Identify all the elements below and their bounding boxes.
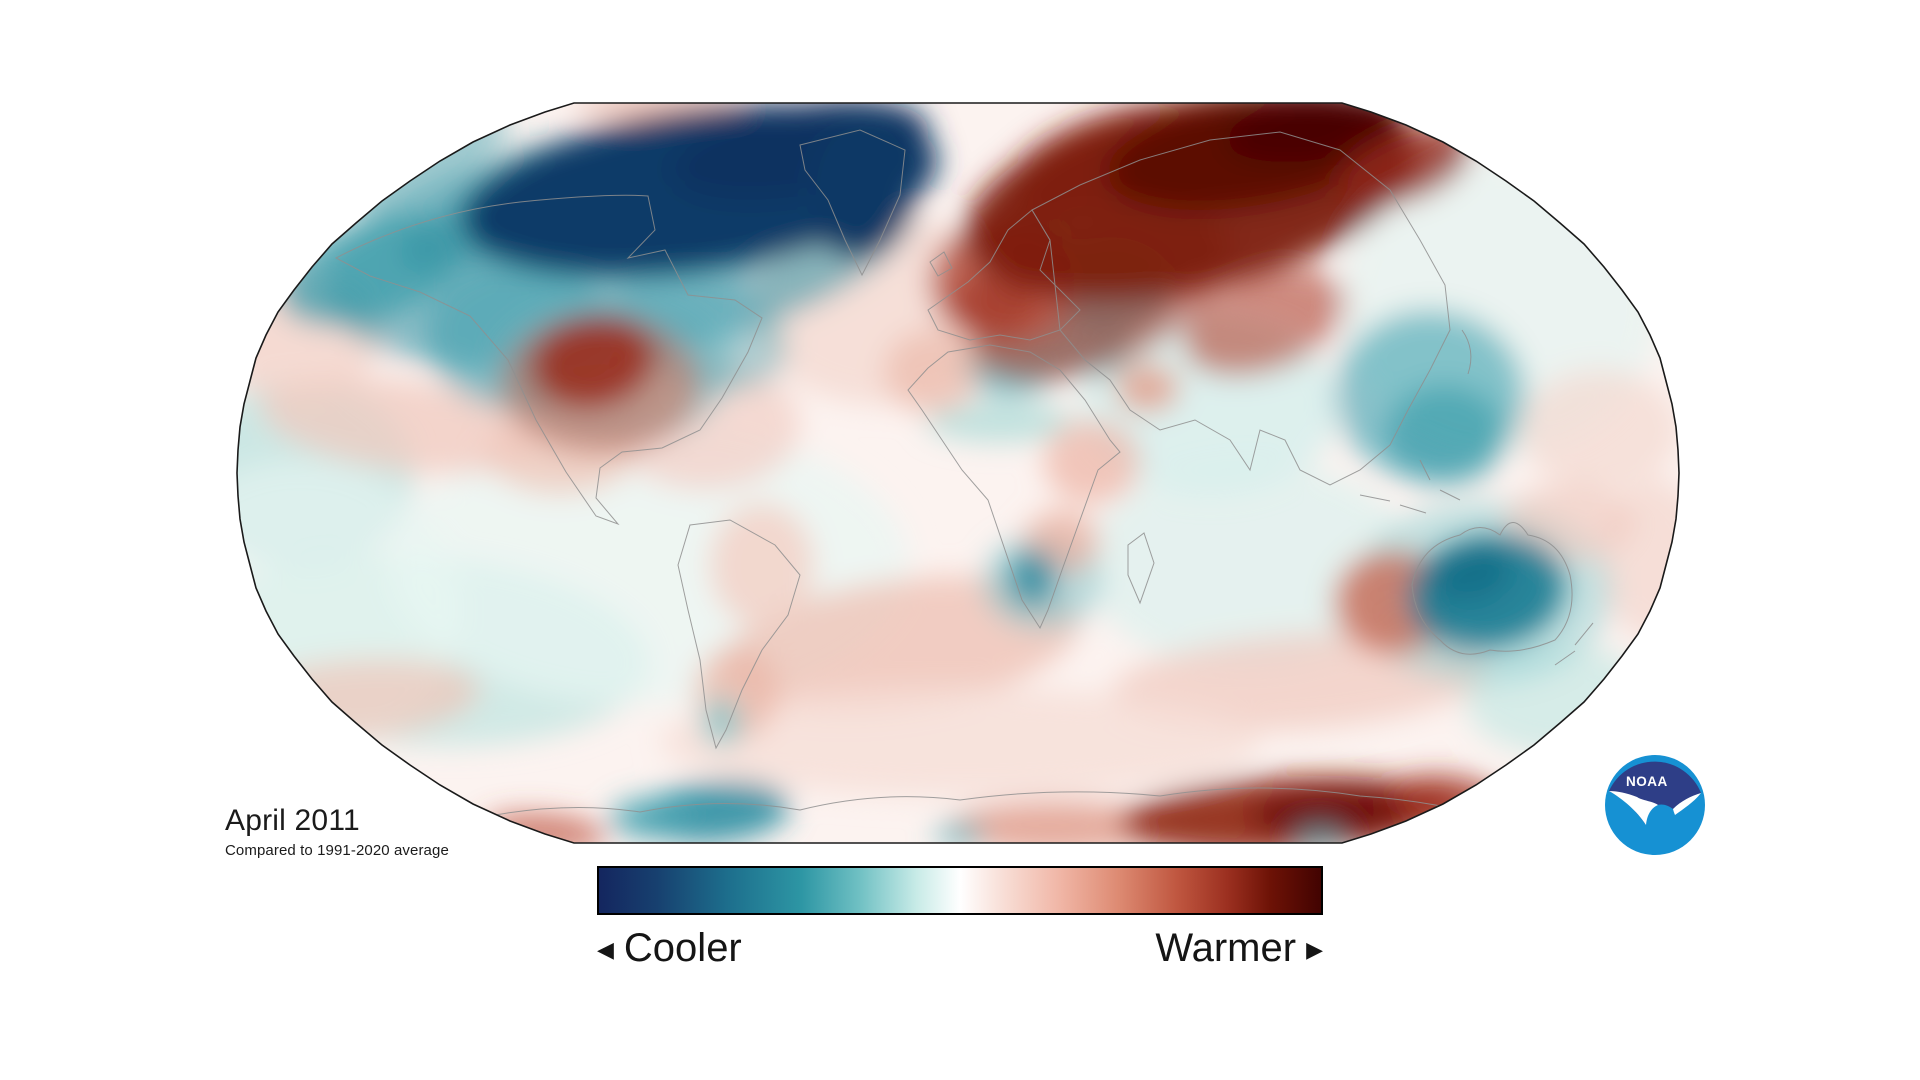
coastline-asia [1031,131,1451,486]
cooler-arrow-icon: ◀ [597,936,614,962]
anomaly-blob [531,315,655,409]
anomaly-blob [721,575,1079,715]
coastline-australia [1411,522,1573,655]
coastline-greenland [799,129,906,277]
map-interior [237,103,1679,843]
anomaly-blob [1338,124,1472,206]
coastline-japan [1461,329,1472,375]
map-outline [236,102,1680,844]
legend-cooler: ◀ Cooler [597,926,742,971]
anomaly-blob [1520,370,1679,490]
anomaly-blob [1385,385,1505,485]
noaa-logo-text: NOAA [1626,774,1668,789]
coastlines [334,129,1594,821]
noaa-logo-gull-left-icon [1609,791,1658,825]
anomaly-blob [1225,103,1405,163]
map-date: April 2011 [225,804,360,837]
anomaly-blob [1250,787,1420,837]
coastline-british-isles [929,251,953,277]
noaa-logo-shield [1609,761,1701,825]
anomaly-blob [1044,420,1140,504]
noaa-logo-gull-right-icon [1673,793,1701,815]
anomaly-blob [925,402,1075,442]
cooler-label: Cooler [623,926,742,970]
anomaly-blob [660,687,1260,797]
coastline-madagascar [1127,532,1155,605]
legend-warmer: Warmer ▶ [1155,926,1323,971]
coastline-south-america [677,519,801,750]
anomaly-blob [1085,460,1415,670]
anomaly-blob [950,801,1160,843]
coastline-europe [927,209,1081,341]
anomaly-blob [1115,364,1179,412]
anomaly-blob [261,376,539,474]
warmer-label: Warmer [1155,926,1297,970]
date-block: April 2011 Compared to 1991-2020 average [225,804,449,859]
colorbar-legend: ◀ Cooler Warmer ▶ [597,926,1323,971]
coastline-north-america [334,194,763,526]
coastline-new-zealand [1554,622,1594,666]
anomaly-blob [610,798,694,838]
anomaly-blob [710,503,814,627]
anomaly-blob [1183,268,1347,376]
coastline-africa [907,344,1121,630]
colorbar-gradient [597,866,1323,915]
anomaly-blob [1428,541,1512,603]
coastline-indonesia [1359,459,1461,514]
map-baseline: Compared to 1991-2020 average [225,841,449,859]
coastline-antarctica [469,787,1469,821]
anomaly-blob [1008,550,1056,606]
anomaly-blob [806,110,918,260]
anomaly-blob [884,330,980,414]
anomaly-blob [934,823,986,843]
noaa-logo: NOAA [1605,755,1705,855]
warmer-arrow-icon: ▶ [1306,936,1323,962]
anomaly-blob [1294,826,1346,843]
anomaly-blob [1505,484,1635,560]
anomaly-blob [950,275,1034,335]
